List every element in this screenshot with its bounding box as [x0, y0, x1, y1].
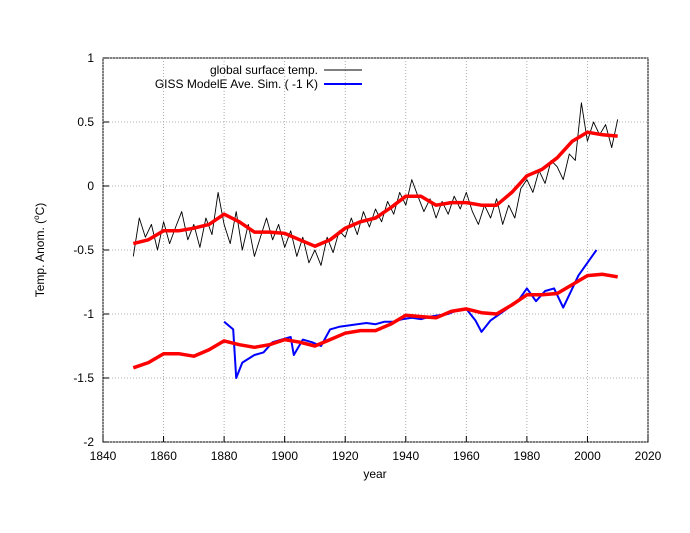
y-label-part: C) — [33, 203, 47, 216]
x-axis-label: year — [363, 467, 386, 481]
legend-label: GISS ModelE Ave. Sim. ( -1 K) — [155, 77, 318, 91]
series-line — [132, 102, 619, 266]
series-line — [132, 130, 618, 248]
y-tick-label: -2 — [83, 435, 94, 449]
x-tick-label: 1900 — [271, 449, 298, 463]
y-tick-label: -0.5 — [73, 243, 94, 257]
x-tick-label: 1980 — [514, 449, 541, 463]
x-tick-label: 1860 — [150, 449, 177, 463]
series-line — [132, 272, 618, 370]
y-label-part: Temp. Anom. ( — [33, 220, 47, 297]
x-tick-label: 2000 — [574, 449, 601, 463]
y-tick-label: -1.5 — [73, 371, 94, 385]
y-label-sup: o — [32, 215, 41, 220]
x-tick-label: 1920 — [332, 449, 359, 463]
legend-label: global surface temp. — [210, 63, 318, 77]
y-tick-label: -1 — [83, 307, 94, 321]
y-tick-label: 1 — [87, 51, 94, 65]
y-axis-label: Temp. Anom. (oC) — [32, 203, 47, 298]
x-tick-label: 1960 — [453, 449, 480, 463]
y-tick-label: 0.5 — [77, 115, 94, 129]
y-tick-label: 0 — [87, 179, 94, 193]
x-tick-label: 1840 — [90, 449, 117, 463]
x-tick-label: 2020 — [635, 449, 662, 463]
x-tick-label: 1880 — [211, 449, 238, 463]
x-tick-label: 1940 — [392, 449, 419, 463]
